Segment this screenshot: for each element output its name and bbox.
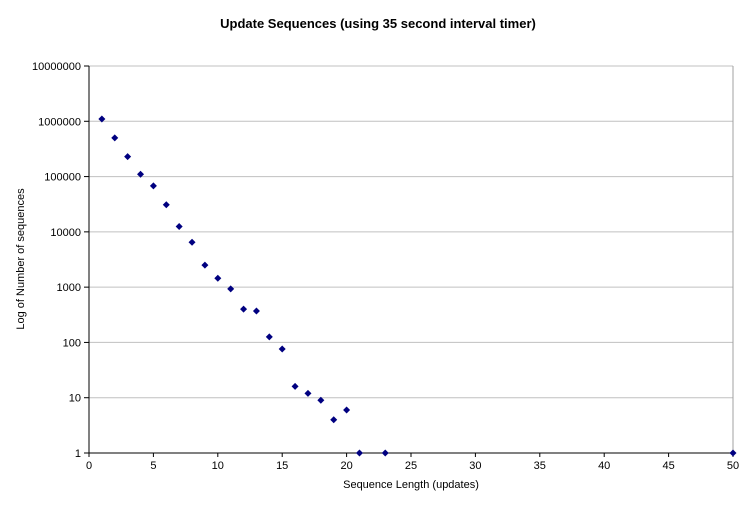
y-tick-label: 1000000 (38, 116, 81, 128)
data-point (278, 345, 286, 353)
data-point (304, 389, 312, 397)
data-point (137, 170, 145, 178)
data-point (265, 333, 273, 341)
data-point (381, 449, 389, 457)
y-tick-label: 1 (75, 448, 81, 460)
data-point (214, 274, 222, 282)
data-point (98, 115, 106, 123)
chart-title: Update Sequences (using 35 second interv… (220, 16, 536, 31)
x-tick-label: 30 (469, 460, 481, 472)
y-tick-label: 1000 (57, 282, 81, 294)
data-point (252, 307, 260, 315)
data-point (124, 153, 132, 161)
data-point (317, 396, 325, 404)
x-tick-label: 35 (534, 460, 546, 472)
y-tick-label: 100000 (44, 172, 81, 184)
y-tick-label: 10 (69, 393, 81, 405)
data-point (227, 285, 235, 293)
x-tick-label: 20 (340, 460, 352, 472)
y-tick-label: 100 (63, 337, 81, 349)
data-point (343, 406, 351, 414)
data-point (330, 416, 338, 424)
data-point (162, 201, 170, 209)
data-point (355, 449, 363, 457)
x-tick-label: 10 (212, 460, 224, 472)
x-tick-label: 15 (276, 460, 288, 472)
data-point (240, 305, 248, 313)
data-point (111, 134, 119, 142)
data-point (188, 238, 196, 246)
x-tick-label: 5 (150, 460, 156, 472)
x-tick-label: 50 (727, 460, 739, 472)
x-tick-label: 40 (598, 460, 610, 472)
x-tick-label: 45 (662, 460, 674, 472)
x-axis-title: Sequence Length (updates) (343, 479, 479, 491)
data-point (201, 261, 209, 269)
x-tick-label: 25 (405, 460, 417, 472)
x-tick-label: 0 (86, 460, 92, 472)
data-point (291, 382, 299, 390)
y-axis-title: Log of Number of sequences (15, 188, 27, 330)
data-point (729, 449, 737, 457)
data-point (175, 222, 183, 230)
y-tick-label: 10000 (50, 227, 81, 239)
data-point (149, 182, 157, 190)
y-tick-label: 10000000 (32, 61, 81, 73)
